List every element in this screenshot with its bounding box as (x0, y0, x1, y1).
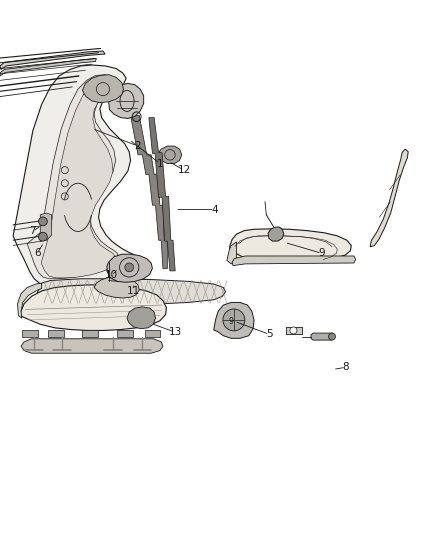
Polygon shape (370, 149, 408, 247)
Polygon shape (41, 79, 116, 278)
Circle shape (328, 333, 336, 340)
Text: 6: 6 (34, 248, 41, 259)
Polygon shape (149, 118, 175, 271)
Polygon shape (22, 330, 38, 336)
Polygon shape (157, 146, 182, 164)
Polygon shape (82, 75, 124, 103)
Polygon shape (13, 65, 141, 287)
Polygon shape (227, 242, 237, 264)
Polygon shape (82, 330, 98, 336)
Polygon shape (268, 227, 284, 241)
Text: 10: 10 (105, 270, 118, 280)
Polygon shape (107, 254, 152, 282)
Text: 2: 2 (134, 141, 141, 151)
Circle shape (39, 217, 47, 226)
Polygon shape (286, 327, 302, 334)
Polygon shape (232, 256, 356, 265)
Polygon shape (230, 229, 351, 261)
Polygon shape (311, 333, 334, 340)
Polygon shape (27, 75, 118, 279)
Polygon shape (127, 307, 155, 329)
Text: 1: 1 (156, 159, 163, 168)
Polygon shape (48, 330, 64, 336)
Text: 9: 9 (318, 248, 325, 259)
Circle shape (223, 309, 245, 331)
Polygon shape (40, 213, 52, 241)
Text: 8: 8 (343, 362, 350, 372)
Polygon shape (131, 115, 167, 269)
Polygon shape (0, 51, 105, 69)
Text: 13: 13 (169, 327, 182, 337)
Polygon shape (214, 302, 254, 338)
Circle shape (290, 327, 297, 334)
Polygon shape (21, 339, 163, 353)
Polygon shape (18, 283, 42, 318)
Text: 4: 4 (211, 205, 218, 215)
Text: 9: 9 (228, 317, 233, 326)
Circle shape (125, 263, 134, 272)
Text: 7: 7 (29, 227, 36, 237)
Text: 11: 11 (127, 286, 140, 296)
Polygon shape (109, 84, 144, 118)
Text: 5: 5 (266, 329, 273, 340)
Polygon shape (145, 330, 160, 336)
Polygon shape (0, 59, 96, 76)
Polygon shape (117, 330, 133, 336)
Polygon shape (20, 285, 166, 330)
Polygon shape (94, 276, 139, 298)
Text: 12: 12 (177, 165, 191, 175)
Circle shape (39, 232, 47, 241)
Polygon shape (37, 279, 226, 304)
